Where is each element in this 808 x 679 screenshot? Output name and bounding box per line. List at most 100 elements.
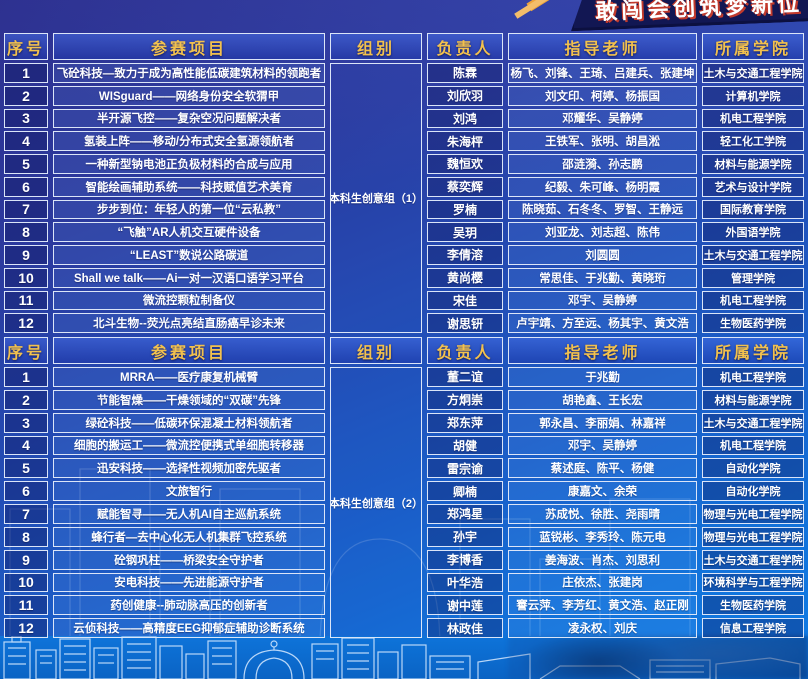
- row-advisors-cell: 蓝锐彬、李秀玲、陈元电: [508, 526, 697, 547]
- row-college-cell: 机电工程学院: [702, 435, 804, 456]
- row-index-cell: 6: [4, 481, 48, 501]
- slogan-banner-box: 敢闯会创筑梦新位: [569, 0, 808, 31]
- row-index-cell: 11: [4, 290, 48, 311]
- row-index-cell: 5: [4, 458, 48, 479]
- row-leader-cell: 董二谊: [427, 367, 503, 387]
- group-label: 本科生创意组（1）: [330, 63, 422, 333]
- row-college-cell: 机电工程学院: [702, 367, 804, 387]
- row-advisors-cell: 胡艳鑫、王长宏: [508, 389, 697, 410]
- row-leader-cell: 黄尚樱: [427, 267, 503, 288]
- row-index-cell: 4: [4, 131, 48, 151]
- row-index-cell: 9: [4, 245, 48, 265]
- row-advisors-cell: 邓耀华、吴静婷: [508, 108, 697, 129]
- row-college-cell: 外国语学院: [702, 222, 804, 242]
- row-project-cell: “LEAST”数说公路碳道: [53, 245, 325, 265]
- row-college-cell: 自动化学院: [702, 458, 804, 479]
- row-college-cell: 艺术与设计学院: [702, 176, 804, 197]
- row-index-cell: 5: [4, 154, 48, 174]
- row-project-cell: “飞触”AR人机交互硬件设备: [53, 222, 325, 242]
- row-leader-cell: 魏恒欢: [427, 154, 503, 174]
- row-leader-cell: 蔡奕辉: [427, 176, 503, 197]
- row-project-cell: 微流控颗粒制备仪: [53, 290, 325, 311]
- row-college-cell: 轻工化工学院: [702, 131, 804, 151]
- row-project-cell: 绿砼科技——低碳环保混凝土材料领航者: [53, 412, 325, 433]
- row-advisors-cell: 凌永权、刘庆: [508, 618, 697, 638]
- col-header-index: 序号: [4, 337, 48, 364]
- row-project-cell: 云侦科技——高精度EEG抑郁症辅助诊断系统: [53, 618, 325, 638]
- row-advisors-cell: 卢宇靖、方至远、杨其宇、黄文浩: [508, 313, 697, 333]
- row-index-cell: 3: [4, 108, 48, 129]
- col-header-group: 组别: [330, 33, 422, 60]
- row-advisors-cell: 邵涟漪、孙志鹏: [508, 154, 697, 174]
- footer-cityscape-band: [0, 636, 808, 679]
- row-index-cell: 4: [4, 435, 48, 456]
- row-index-cell: 8: [4, 526, 48, 547]
- footer-skyline-art: [3, 636, 801, 679]
- col-header-project: 参赛项目: [53, 33, 325, 60]
- col-header-leader: 负责人: [427, 337, 503, 364]
- row-leader-cell: 卿楠: [427, 481, 503, 501]
- row-leader-cell: 谢中莲: [427, 595, 503, 616]
- row-project-cell: 蜂行者—去中心化无人机集群飞控系统: [53, 526, 325, 547]
- row-index-cell: 3: [4, 412, 48, 433]
- row-advisors-cell: 杨飞、刘锋、王琦、吕建兵、张建坤: [508, 63, 697, 83]
- col-header-leader: 负责人: [427, 33, 503, 60]
- row-project-cell: 细胞的搬运工——微流控便携式单细胞转移器: [53, 435, 325, 456]
- row-index-cell: 11: [4, 595, 48, 616]
- row-index-cell: 6: [4, 176, 48, 197]
- row-college-cell: 土木与交通工程学院: [702, 549, 804, 570]
- row-college-cell: 生物医药学院: [702, 595, 804, 616]
- row-advisors-cell: 于兆勤: [508, 367, 697, 387]
- row-advisors-cell: 陈晓茹、石冬冬、罗智、王静远: [508, 199, 697, 220]
- row-index-cell: 10: [4, 572, 48, 593]
- row-leader-cell: 胡健: [427, 435, 503, 456]
- row-index-cell: 7: [4, 504, 48, 524]
- row-project-cell: 一种新型钠电池正负极材料的合成与应用: [53, 154, 325, 174]
- row-leader-cell: 刘鸿: [427, 108, 503, 129]
- row-advisors-cell: 郭永昌、李丽娟、林嘉祥: [508, 412, 697, 433]
- row-advisors-cell: 常思佳、于兆勤、黄晓珩: [508, 267, 697, 288]
- row-project-cell: Shall we talk——Ai一对一汉语口语学习平台: [53, 267, 325, 288]
- col-header-college: 所属学院: [702, 33, 804, 60]
- row-project-cell: 智能绘画辅助系统——科技赋值艺术美育: [53, 176, 325, 197]
- row-college-cell: 计算机学院: [702, 85, 804, 106]
- row-project-cell: 步步到位：年轻人的第一位“云私教”: [53, 199, 325, 220]
- row-college-cell: 国际教育学院: [702, 199, 804, 220]
- col-header-advisors: 指导老师: [508, 337, 697, 364]
- row-leader-cell: 李倩溶: [427, 245, 503, 265]
- row-index-cell: 12: [4, 313, 48, 333]
- row-college-cell: 材料与能源学院: [702, 389, 804, 410]
- row-index-cell: 1: [4, 367, 48, 387]
- footer-photo-blur: [508, 636, 808, 679]
- slogan-text: 敢闯会创筑梦新位: [594, 0, 804, 25]
- row-leader-cell: 罗楠: [427, 199, 503, 220]
- group-label: 本科生创意组（2）: [330, 367, 422, 638]
- row-index-cell: 8: [4, 222, 48, 242]
- row-leader-cell: 吴玥: [427, 222, 503, 242]
- slogan-banner: 敢闯会创筑梦新位: [514, 0, 808, 26]
- row-project-cell: 砼钢巩柱——桥梁安全守护者: [53, 549, 325, 570]
- col-header-college: 所属学院: [702, 337, 804, 364]
- row-college-cell: 生物医药学院: [702, 313, 804, 333]
- row-advisors-cell: 纪毅、朱可峰、杨明霞: [508, 176, 697, 197]
- row-advisors-cell: 庄依杰、张建岗: [508, 572, 697, 593]
- row-college-cell: 机电工程学院: [702, 108, 804, 129]
- row-index-cell: 7: [4, 199, 48, 220]
- row-project-cell: 药创健康--肺动脉高压的创新者: [53, 595, 325, 616]
- row-college-cell: 土木与交通工程学院: [702, 412, 804, 433]
- row-college-cell: 土木与交通工程学院: [702, 63, 804, 83]
- row-advisors-cell: 王铁军、张明、胡昌淞: [508, 131, 697, 151]
- row-leader-cell: 郑东萍: [427, 412, 503, 433]
- col-header-index: 序号: [4, 33, 48, 60]
- row-index-cell: 9: [4, 549, 48, 570]
- row-leader-cell: 郑鸿星: [427, 504, 503, 524]
- row-college-cell: 机电工程学院: [702, 290, 804, 311]
- row-college-cell: 物理与光电工程学院: [702, 526, 804, 547]
- row-project-cell: 文旅智行: [53, 481, 325, 501]
- row-advisors-cell: 刘亚龙、刘志超、陈伟: [508, 222, 697, 242]
- row-advisors-cell: 刘文印、柯婷、杨振国: [508, 85, 697, 106]
- row-college-cell: 管理学院: [702, 267, 804, 288]
- row-college-cell: 材料与能源学院: [702, 154, 804, 174]
- row-leader-cell: 叶华浩: [427, 572, 503, 593]
